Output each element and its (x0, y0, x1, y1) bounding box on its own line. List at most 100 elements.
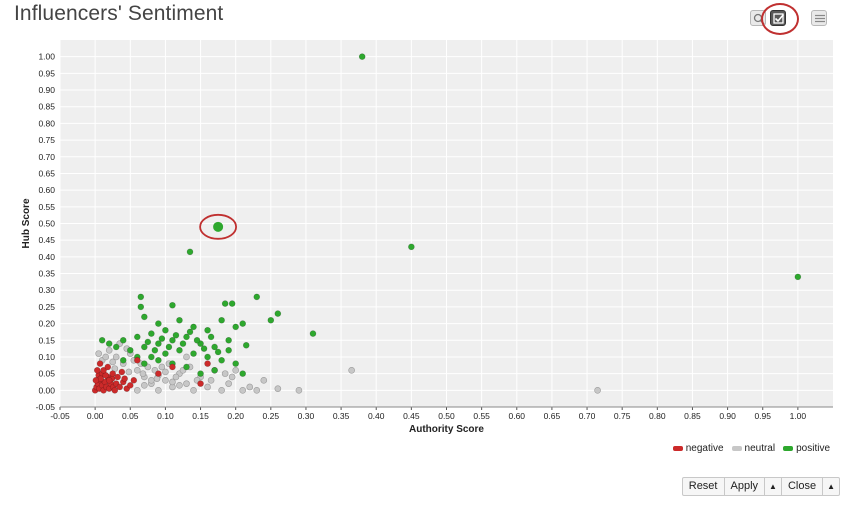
positive-point[interactable] (141, 313, 148, 321)
positive-point[interactable] (134, 333, 141, 341)
legend-item-negative[interactable]: negative (672, 443, 724, 454)
positive-point[interactable] (176, 346, 183, 354)
positive-point[interactable] (239, 320, 247, 327)
positive-point[interactable] (141, 360, 148, 367)
selection-mode-button[interactable] (770, 10, 786, 26)
negative-point[interactable] (197, 380, 204, 387)
neutral-point[interactable] (295, 387, 303, 394)
positive-point[interactable] (105, 340, 113, 347)
positive-point[interactable] (211, 366, 218, 374)
neutral-point[interactable] (141, 382, 148, 389)
positive-point[interactable] (169, 301, 176, 309)
positive-point[interactable] (165, 343, 173, 351)
positive-point[interactable] (126, 346, 134, 354)
neutral-point[interactable] (134, 366, 141, 374)
neutral-point[interactable] (172, 373, 180, 381)
legend-item-neutral[interactable]: neutral (731, 443, 775, 454)
neutral-point[interactable] (112, 353, 120, 361)
positive-point[interactable] (162, 326, 169, 334)
positive-point[interactable] (228, 300, 236, 307)
apply-button[interactable]: Apply (725, 478, 766, 495)
positive-point[interactable] (137, 293, 145, 301)
positive-point[interactable] (239, 370, 247, 377)
positive-point[interactable] (179, 340, 187, 347)
neutral-point[interactable] (221, 370, 229, 377)
negative-point[interactable] (114, 373, 121, 381)
positive-point[interactable] (148, 353, 155, 361)
neutral-point[interactable] (253, 387, 261, 394)
neutral-point[interactable] (190, 387, 197, 394)
negative-point[interactable] (118, 368, 126, 376)
neutral-point[interactable] (162, 377, 169, 384)
scatter-chart[interactable]: -0.05 0.00 0.05 0.10 0.15 0.20 0.25 0.30 0.35 0.4… (0, 0, 850, 440)
neutral-point[interactable] (95, 350, 102, 357)
neutral-point[interactable] (207, 377, 215, 384)
neutral-point[interactable] (183, 353, 190, 361)
negative-point[interactable] (134, 356, 141, 364)
negative-point[interactable] (116, 383, 124, 391)
neutral-point[interactable] (169, 378, 176, 386)
negative-point[interactable] (121, 375, 128, 382)
negative-point[interactable] (130, 377, 138, 384)
neutral-point[interactable] (158, 363, 166, 371)
positive-point[interactable] (218, 316, 225, 324)
negative-point[interactable] (93, 366, 101, 374)
neutral-point[interactable] (274, 385, 282, 392)
neutral-point[interactable] (348, 366, 355, 374)
neutral-point[interactable] (148, 377, 155, 384)
positive-point[interactable] (204, 353, 211, 361)
neutral-point[interactable] (246, 383, 254, 391)
positive-point[interactable] (190, 323, 197, 331)
positive-point[interactable] (221, 300, 229, 307)
positive-point[interactable] (144, 338, 152, 346)
positive-point[interactable] (186, 248, 194, 256)
neutral-point[interactable] (260, 377, 268, 384)
neutral-point[interactable] (239, 387, 247, 394)
neutral-point[interactable] (125, 368, 133, 376)
positive-point[interactable] (176, 316, 183, 324)
positive-point[interactable] (794, 273, 802, 281)
negative-point[interactable] (111, 387, 119, 394)
positive-point[interactable] (155, 340, 162, 347)
neutral-point[interactable] (594, 387, 601, 394)
neutral-point[interactable] (109, 358, 117, 366)
legend-item-positive[interactable]: positive (783, 443, 830, 454)
close-dropdown-caret-icon[interactable]: ▲ (827, 482, 835, 491)
positive-point[interactable] (408, 243, 415, 251)
positive-point[interactable] (193, 336, 201, 344)
positive-point[interactable] (119, 336, 127, 344)
neutral-point[interactable] (225, 380, 232, 387)
neutral-point[interactable] (139, 370, 147, 377)
positive-point[interactable] (214, 348, 222, 356)
selected-point[interactable] (213, 221, 224, 232)
negative-point[interactable] (104, 363, 112, 371)
negative-point[interactable] (96, 360, 104, 367)
positive-point[interactable] (119, 356, 127, 364)
neutral-point[interactable] (155, 387, 162, 394)
positive-point[interactable] (204, 326, 211, 334)
positive-point[interactable] (225, 346, 232, 354)
negative-point[interactable] (100, 366, 107, 374)
positive-point[interactable] (137, 303, 145, 311)
neutral-point[interactable] (183, 380, 190, 387)
positive-point[interactable] (183, 333, 190, 341)
positive-point[interactable] (218, 356, 225, 364)
neutral-point[interactable] (105, 346, 113, 354)
negative-point[interactable] (169, 363, 176, 371)
negative-point[interactable] (204, 360, 211, 367)
negative-point[interactable] (92, 377, 100, 384)
negative-point[interactable] (126, 382, 134, 389)
negative-point[interactable] (155, 370, 162, 377)
positive-point[interactable] (172, 331, 180, 339)
positive-point[interactable] (309, 330, 317, 337)
positive-point[interactable] (207, 333, 215, 341)
neutral-point[interactable] (134, 387, 141, 394)
positive-point[interactable] (211, 343, 218, 351)
menu-button[interactable] (811, 10, 827, 26)
reset-button[interactable]: Reset (683, 478, 725, 495)
neutral-point[interactable] (232, 366, 239, 374)
neutral-point[interactable] (176, 382, 183, 389)
positive-point[interactable] (183, 363, 190, 371)
positive-point[interactable] (158, 335, 166, 342)
positive-point[interactable] (242, 341, 250, 349)
